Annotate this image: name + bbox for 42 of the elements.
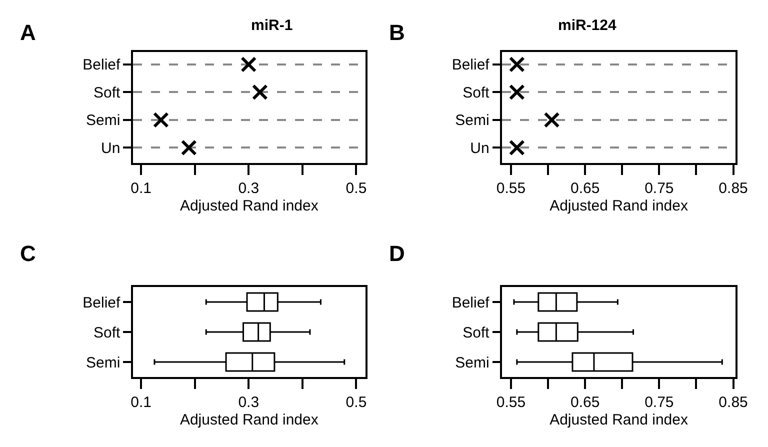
y-tick-label: Belief — [452, 294, 490, 312]
y-tick-label: Belief — [452, 56, 490, 74]
x-tick-label: 0.75 — [644, 394, 674, 411]
x-tick-label: 0.3 — [238, 180, 260, 197]
point — [240, 56, 257, 72]
x-tick-label: 0.85 — [718, 180, 748, 197]
x-axis-title: Adjusted Rand index — [550, 197, 688, 214]
y-tick-label: Un — [101, 140, 120, 157]
chart-title: miR-124 — [558, 17, 618, 34]
x-tick-label: 0.65 — [570, 180, 600, 197]
y-tick-label: Semi — [455, 354, 490, 372]
point — [252, 84, 268, 100]
x-tick-label: 0.85 — [718, 394, 748, 411]
text: C — [20, 241, 36, 266]
x-axis-title: Adjusted Rand index — [550, 411, 688, 428]
x-axis-title: Adjusted Rand index — [180, 197, 319, 214]
chart-title: miR-1 — [251, 17, 293, 34]
y-tick-label: Semi — [86, 354, 120, 372]
y-tick-label: Semi — [455, 112, 490, 130]
y-tick-label: Belief — [82, 56, 122, 74]
y-tick-label: Soft — [462, 84, 490, 102]
x-tick-label: 0.55 — [496, 180, 526, 197]
x-tick-label: 0.5 — [346, 180, 367, 197]
point — [152, 112, 169, 128]
x-tick-label: 0.3 — [238, 394, 260, 411]
text: A — [20, 20, 36, 45]
x-tick-label: 0.65 — [570, 394, 600, 411]
y-tick-label: Belief — [82, 294, 122, 312]
y-tick-label: Soft — [94, 84, 122, 102]
x-tick-label: 0.5 — [346, 394, 367, 411]
x-tick-label: 0.1 — [130, 180, 152, 197]
x-axis-title: Adjusted Rand index — [180, 411, 319, 428]
y-tick-label: Semi — [86, 112, 120, 130]
text: B — [389, 20, 405, 45]
point — [180, 140, 197, 156]
text: D — [389, 241, 405, 266]
x-tick-label: 0.75 — [644, 180, 674, 197]
x-tick-label: 0.55 — [496, 394, 526, 411]
y-tick-label: Un — [470, 140, 490, 157]
y-tick-label: Soft — [94, 324, 122, 342]
y-tick-label: Soft — [462, 324, 490, 342]
x-tick-label: 0.1 — [130, 394, 152, 411]
